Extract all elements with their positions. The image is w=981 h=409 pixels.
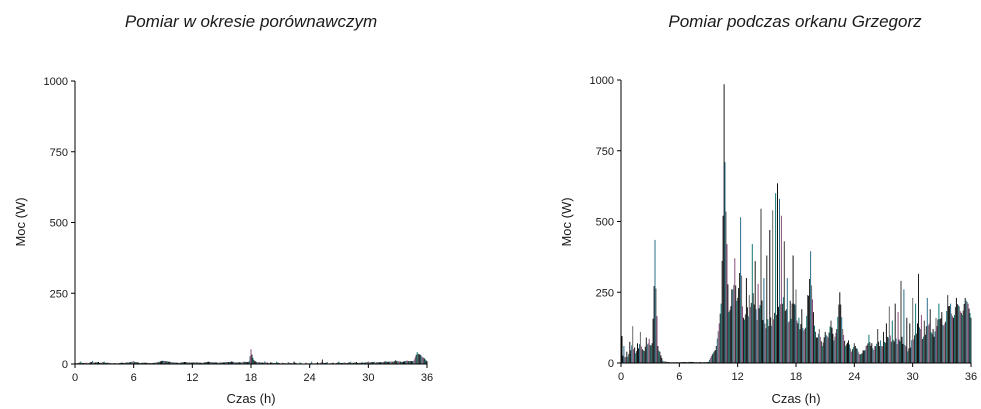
y-tick-label: 500 (50, 218, 68, 230)
y-tick-label: 250 (50, 288, 68, 300)
x-tick-label: 24 (304, 372, 316, 384)
y-tick-label: 1000 (590, 75, 614, 87)
y-axis-label: Moc (W) (559, 197, 574, 246)
x-tick-label: 0 (618, 371, 624, 383)
x-tick-label: 6 (676, 371, 682, 383)
x-axis-label: Czas (h) (226, 391, 275, 406)
x-tick-label: 18 (790, 371, 802, 383)
x-tick-label: 36 (421, 372, 433, 384)
series-spikes (74, 349, 428, 364)
axis-ticks: 0 6 12 18 24 30 36 0 250 500 750 1000 (590, 75, 978, 383)
chart-comparison-period: Pomiar w okresie porównawczym Moc (W) Cz… (13, 12, 433, 406)
x-tick-label: 24 (848, 371, 860, 383)
x-tick-label: 36 (965, 371, 977, 383)
x-tick-label: 30 (907, 371, 919, 383)
y-axis-label: Moc (W) (13, 197, 28, 246)
x-tick-label: 0 (72, 372, 78, 384)
x-axis-label: Czas (h) (771, 391, 820, 406)
chart-storm-grzegorz: Pomiar podczas orkanu Grzegorz Moc (W) C… (559, 12, 977, 406)
y-tick-label: 0 (62, 359, 68, 371)
chart-title: Pomiar w okresie porównawczym (125, 12, 377, 31)
series-spikes (621, 84, 972, 363)
y-tick-label: 250 (596, 287, 614, 299)
y-tick-label: 1000 (44, 76, 68, 88)
x-tick-label: 6 (131, 372, 137, 384)
x-tick-label: 12 (732, 371, 744, 383)
x-tick-label: 12 (186, 372, 198, 384)
x-tick-label: 30 (362, 372, 374, 384)
y-tick-label: 0 (608, 358, 614, 370)
x-tick-label: 18 (245, 372, 257, 384)
axis-ticks: 0 6 12 18 24 30 36 0 250 500 750 1000 (44, 76, 434, 384)
y-tick-label: 750 (596, 146, 614, 158)
y-tick-label: 750 (50, 147, 68, 159)
y-tick-label: 500 (596, 217, 614, 229)
chart-title: Pomiar podczas orkanu Grzegorz (668, 12, 922, 31)
